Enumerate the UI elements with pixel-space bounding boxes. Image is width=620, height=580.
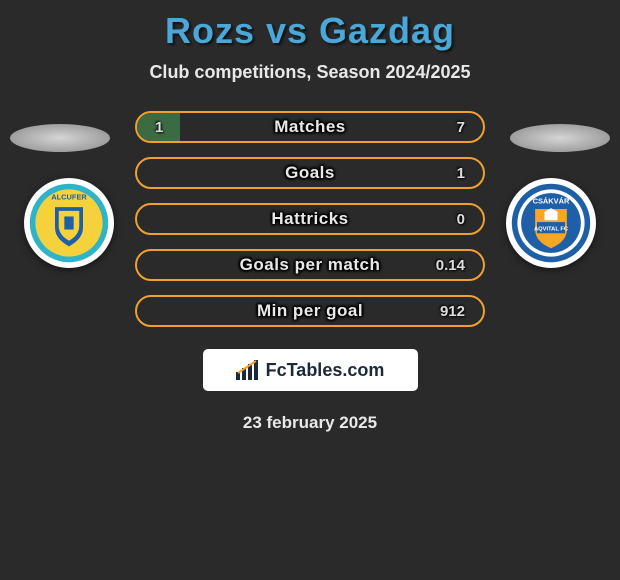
stat-row: Hattricks 0 (135, 203, 485, 235)
bar-chart-icon (236, 360, 260, 380)
stats-list: 1 Matches 7 Goals 1 Hattricks 0 Goals per match… (135, 111, 485, 327)
stat-label: Goals per match (240, 255, 381, 275)
stat-value-right: 0.14 (436, 257, 465, 274)
stat-value-right: 0 (457, 211, 465, 228)
stat-row: 1 Matches 7 (135, 111, 485, 143)
stat-value-right: 7 (457, 119, 465, 136)
svg-text:AQVITAL FC: AQVITAL FC (534, 226, 568, 232)
footer-date: 23 february 2025 (243, 413, 377, 433)
watermark-badge: FcTables.com (203, 349, 418, 391)
player-right-placeholder (510, 124, 610, 152)
stat-label: Min per goal (257, 301, 363, 321)
stat-label: Hattricks (271, 209, 348, 229)
club-logo-right: CSÁKVÁR AQVITAL FC (506, 178, 596, 268)
player-left-placeholder (10, 124, 110, 152)
stat-label: Goals (285, 163, 335, 183)
stat-row: Goals 1 (135, 157, 485, 189)
club-crest-left-icon: ALCUFER (27, 181, 111, 265)
stat-row: Goals per match 0.14 (135, 249, 485, 281)
stat-label: Matches (274, 117, 346, 137)
watermark-text: FcTables.com (266, 360, 385, 381)
page-title: Rozs vs Gazdag (165, 10, 455, 52)
svg-text:ALCUFER: ALCUFER (51, 193, 87, 202)
stat-value-right: 1 (457, 165, 465, 182)
stat-value-left: 1 (155, 119, 163, 136)
comparison-card: Rozs vs Gazdag Club competitions, Season… (0, 0, 620, 580)
svg-text:CSÁKVÁR: CSÁKVÁR (533, 196, 570, 205)
stat-value-right: 912 (440, 303, 465, 320)
club-logo-left: ALCUFER (24, 178, 114, 268)
competition-subtitle: Club competitions, Season 2024/2025 (149, 62, 470, 83)
stat-row: Min per goal 912 (135, 295, 485, 327)
club-crest-right-icon: CSÁKVÁR AQVITAL FC (509, 181, 593, 265)
